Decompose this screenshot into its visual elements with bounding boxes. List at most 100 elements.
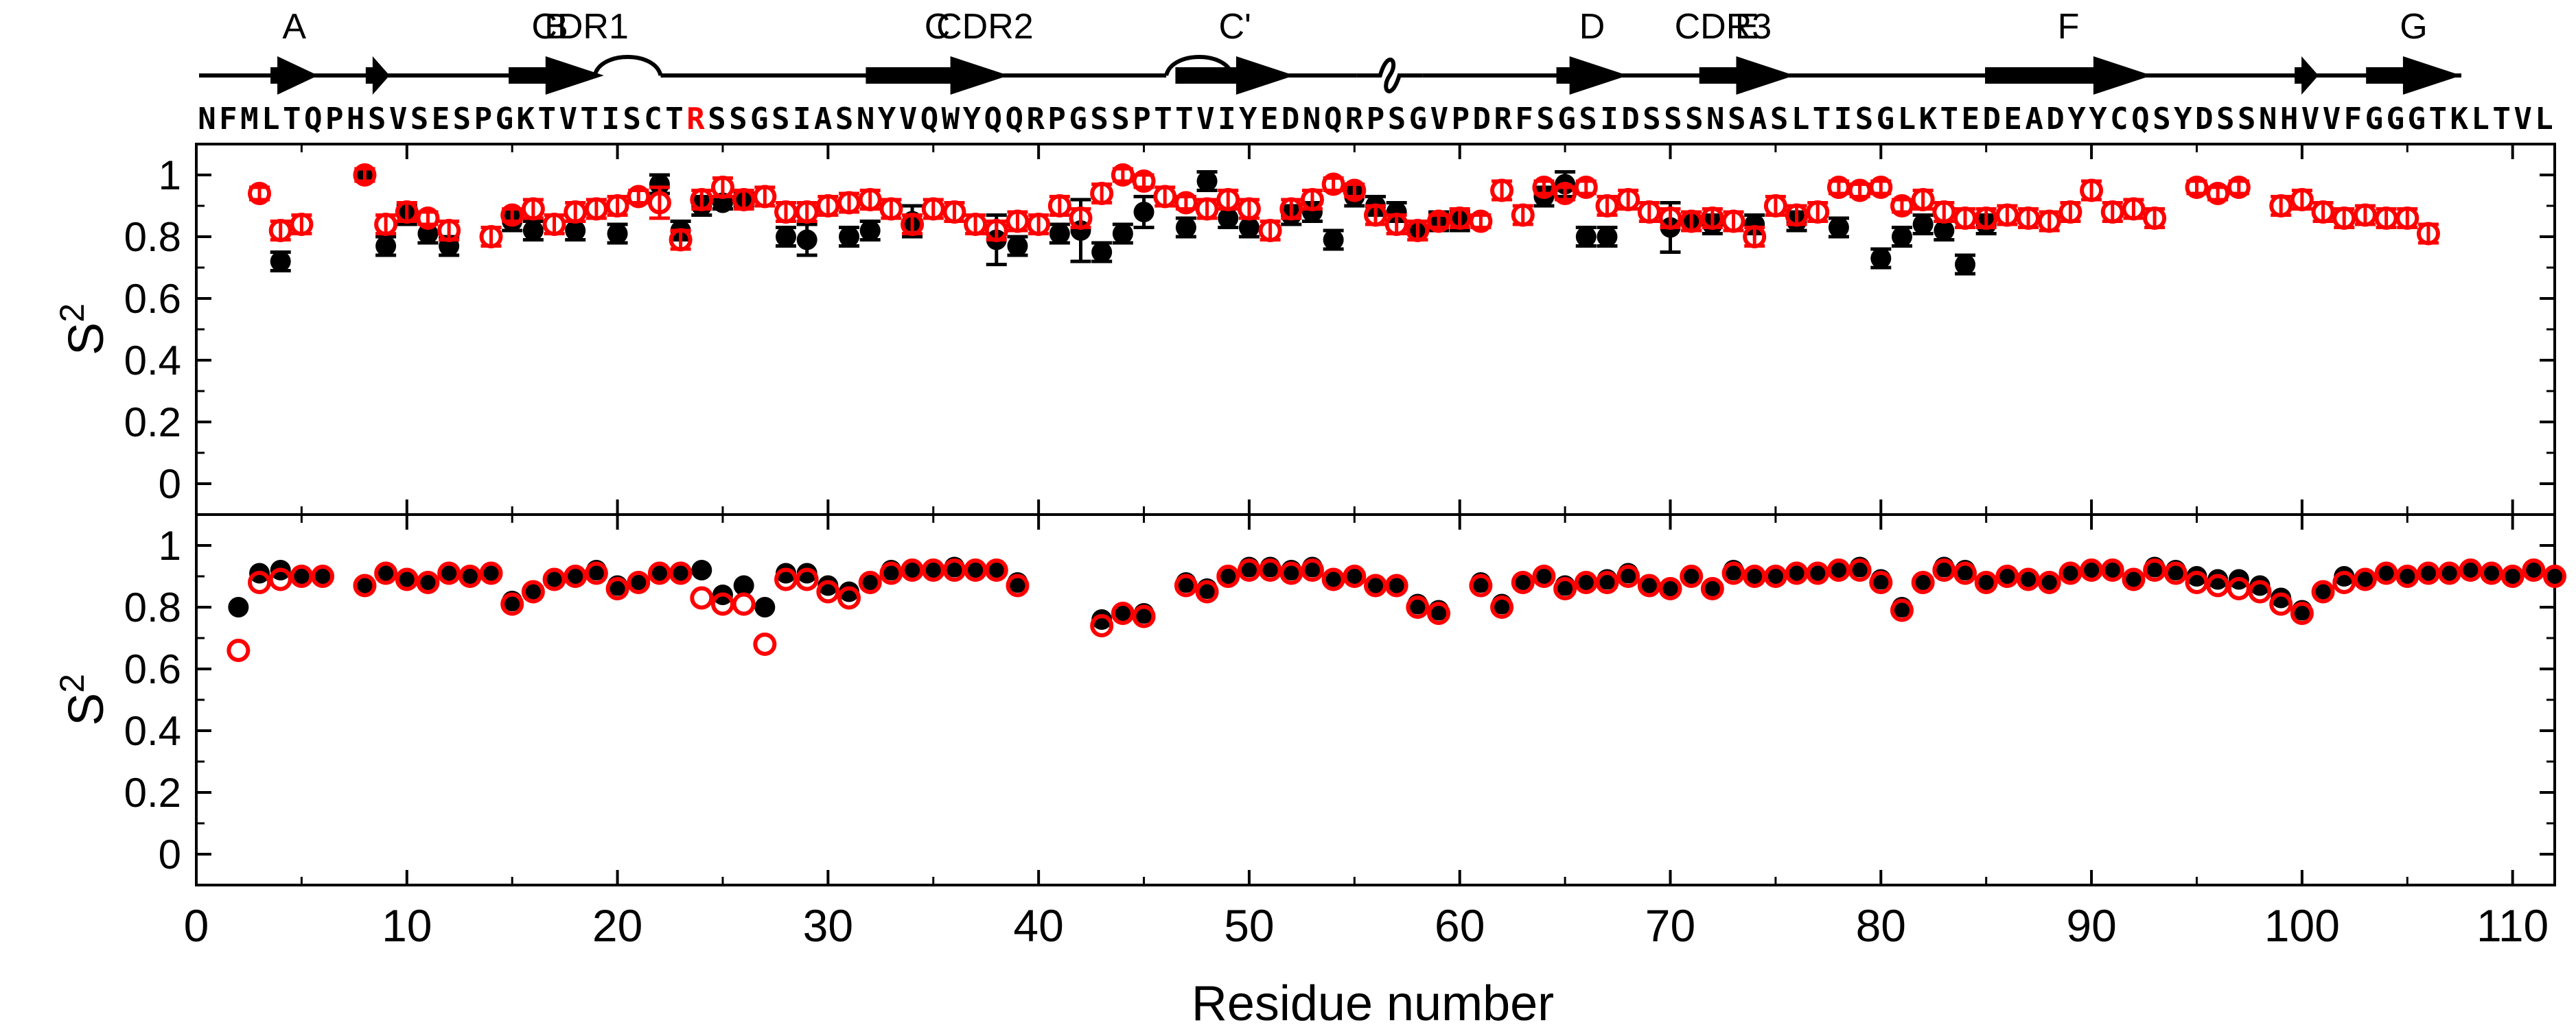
- data-point-filled: [2502, 566, 2523, 587]
- sequence-residue: G: [2365, 102, 2384, 137]
- sequence-residue: P: [1047, 102, 1066, 137]
- sequence-residue: K: [2450, 102, 2468, 137]
- beta-strand-arrow: [2366, 56, 2461, 95]
- data-point-open: [1848, 178, 1872, 202]
- sequence-residue: I: [1834, 102, 1853, 137]
- data-point-open: [2163, 561, 2188, 585]
- data-point-filled: [2334, 566, 2355, 587]
- sequence-residue: S: [771, 102, 790, 137]
- data-point-filled: [2312, 581, 2334, 602]
- data-point-open: [2269, 194, 2293, 217]
- sequence-residue: I: [1218, 102, 1236, 137]
- data-point-filled: [1175, 217, 1196, 238]
- data-point-filled: [1828, 217, 1849, 238]
- data-point-open: [1763, 565, 1787, 588]
- data-point-filled: [291, 566, 312, 587]
- sequence-residue: A: [1749, 102, 1767, 137]
- data-point-open: [1300, 188, 1324, 211]
- data-point-open: [1595, 194, 1619, 217]
- cdr-label: CDR3: [1675, 7, 1772, 47]
- sequence-residue: S: [368, 102, 386, 137]
- sequence-residue: S: [2153, 102, 2171, 137]
- data-point-open: [1216, 565, 1240, 588]
- data-point-open: [290, 213, 314, 236]
- x-tick-label: 60: [1435, 900, 1485, 951]
- sequence-residue: V: [559, 102, 577, 137]
- data-point-open: [2353, 203, 2377, 227]
- data-point-open: [311, 565, 335, 588]
- data-point-open: [2122, 567, 2146, 591]
- y-axis-label: S2: [53, 303, 114, 355]
- data-point-open: [2100, 558, 2124, 582]
- data-point-filled: [439, 563, 460, 584]
- sequence-residue: K: [1919, 102, 1938, 137]
- data-point-open: [732, 592, 756, 616]
- sequence-residue: G: [750, 102, 769, 137]
- sequence-residue: S: [623, 102, 641, 137]
- data-point-open: [1469, 574, 1493, 598]
- sequence-residue: V: [1430, 102, 1449, 137]
- data-point-open: [858, 571, 882, 594]
- data-point-open: [1490, 596, 1514, 619]
- data-point-open: [1658, 577, 1682, 600]
- data-point-open: [1027, 213, 1051, 236]
- data-point-open: [1258, 219, 1282, 242]
- sequence-residue: A: [2025, 102, 2043, 137]
- data-point-open: [248, 571, 272, 594]
- data-point-open: [2543, 565, 2566, 588]
- data-point-filled: [1091, 242, 1113, 263]
- data-point-filled: [544, 569, 565, 590]
- data-point-filled: [1891, 226, 1912, 247]
- data-point-filled: [754, 597, 776, 617]
- data-point-filled: [1386, 575, 1407, 596]
- secondary-structure-diagram: A B C C' D E F G CDR1 CDR2 CDR3: [199, 7, 2461, 95]
- sequence-residue: Y: [1239, 102, 1257, 137]
- data-point-open: [521, 197, 545, 221]
- beta-strand-arrow: [270, 56, 318, 95]
- sequence-residue: V: [1196, 102, 1215, 137]
- sequence-residue: Q: [920, 102, 939, 137]
- sequence-residue: S: [835, 102, 854, 137]
- data-point-filled: [375, 235, 397, 257]
- data-point-open: [1111, 602, 1135, 625]
- data-point-open: [1595, 571, 1619, 594]
- data-point-filled: [1744, 566, 1765, 587]
- y-tick-label: 0.4: [124, 338, 181, 384]
- data-point-filled: [1660, 578, 1681, 599]
- data-point-open: [1174, 191, 1198, 215]
- sequence-residue: E: [1961, 102, 1980, 137]
- sequence-residue: N: [1706, 102, 1725, 137]
- sequence-residue: S: [729, 102, 747, 137]
- data-point-open: [2522, 558, 2546, 582]
- data-point-open: [1995, 565, 2019, 588]
- data-point-filled: [1049, 223, 1070, 244]
- y-tick-label: 0: [159, 461, 181, 507]
- data-point-open: [1090, 182, 1114, 205]
- x-tick-label: 90: [2066, 900, 2116, 951]
- data-point-open: [858, 188, 882, 211]
- sequence-residue: S: [2238, 102, 2256, 137]
- data-point-filled: [859, 220, 881, 241]
- data-point-filled: [1238, 217, 1260, 238]
- beta-strand-arrow: [1699, 56, 1795, 95]
- data-point-open: [1258, 558, 1282, 582]
- data-point-open: [2143, 558, 2167, 582]
- beta-strand-arrow: [1175, 56, 1295, 95]
- sequence-residue: T: [283, 102, 301, 137]
- data-point-open: [374, 561, 398, 585]
- data-point-open: [1532, 176, 1556, 199]
- sequence-residue: G: [1069, 102, 1087, 137]
- data-point-filled: [1575, 226, 1597, 247]
- data-point-filled: [2207, 569, 2229, 590]
- sequence-residue: S: [2216, 102, 2235, 137]
- data-point-filled: [1323, 229, 1344, 250]
- data-point-open: [1090, 614, 1114, 637]
- data-point-open: [2227, 577, 2251, 600]
- data-point-filled: [2102, 560, 2123, 580]
- data-point-open: [1806, 561, 1830, 585]
- sequence-residue: N: [857, 102, 875, 137]
- data-point-open: [1616, 188, 1640, 211]
- sequence-residue: N: [2259, 102, 2277, 137]
- data-point-open: [2122, 197, 2146, 221]
